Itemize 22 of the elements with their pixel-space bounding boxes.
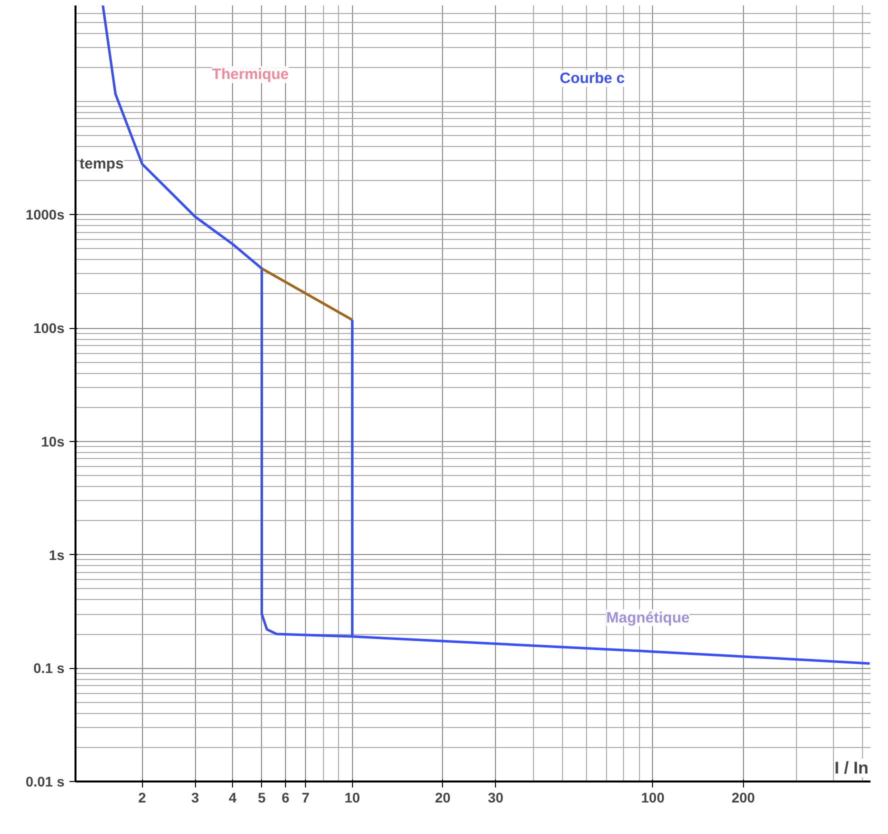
x-tick-label: 20 (434, 790, 451, 806)
y-tick-label: 1000s (26, 206, 65, 223)
x-tick-label: 2 (138, 790, 146, 806)
x-axis-title: I / In (834, 758, 868, 778)
x-tick-label: 10 (344, 790, 360, 806)
y-tick-label: 10s (41, 433, 65, 450)
y-tick-label: 1s (48, 546, 65, 563)
y-tick-label: 100s (33, 320, 65, 336)
annotation: Thermique (212, 66, 289, 84)
annotation: Courbe c (560, 70, 625, 87)
x-tick-label: 6 (282, 790, 290, 806)
x-tick-label: 4 (228, 790, 237, 806)
x-tick-label: 100 (641, 790, 665, 806)
annotation: Magnétique (606, 609, 690, 626)
x-tick-label: 3 (191, 790, 200, 806)
x-tick-label: 7 (302, 790, 310, 806)
y-axis-title: temps (80, 156, 124, 172)
y-tick-label: 0.1 s (33, 660, 65, 676)
x-tick-label: 200 (732, 790, 756, 806)
x-tick-label: 30 (488, 790, 504, 806)
x-tick-label: 5 (258, 790, 266, 806)
y-tick-label: 0.01 s (26, 774, 65, 790)
